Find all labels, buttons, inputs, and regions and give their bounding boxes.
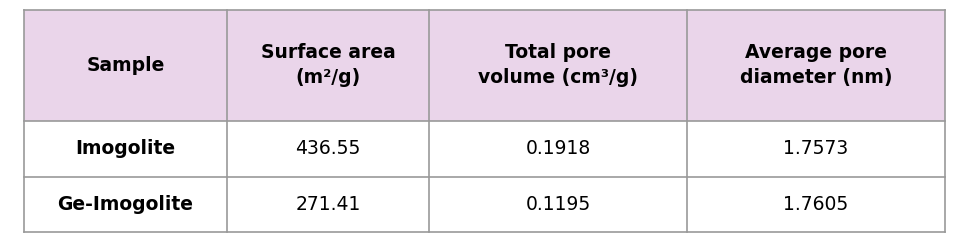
Text: Total pore
volume (cm³/g): Total pore volume (cm³/g) [478,43,639,87]
Text: Imogolite: Imogolite [76,139,175,158]
Text: Ge-Imogolite: Ge-Imogolite [57,195,194,214]
Text: Average pore
diameter (nm): Average pore diameter (nm) [739,43,892,87]
Bar [24,121,945,177]
Text: 1.7605: 1.7605 [783,195,849,214]
Text: Surface area
(m²/g): Surface area (m²/g) [261,43,395,87]
Text: 271.41: 271.41 [296,195,360,214]
Text: 1.7573: 1.7573 [783,139,849,158]
Text: 436.55: 436.55 [296,139,360,158]
Bar [24,10,945,121]
Text: 0.1918: 0.1918 [525,139,591,158]
Text: Sample: Sample [86,56,165,75]
Text: 0.1195: 0.1195 [525,195,591,214]
Bar [24,177,945,232]
